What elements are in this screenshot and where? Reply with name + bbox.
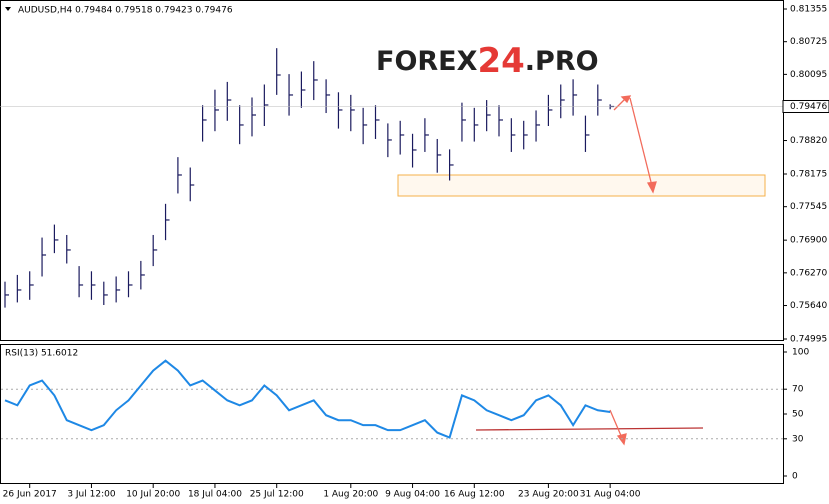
symbol-header: AUDUSD,H4 0.79484 0.79518 0.79423 0.7947…	[18, 6, 233, 16]
plot: 0.81355 0.80725 0.80095 0.78175 0.77545 0.749…	[0, 5, 829, 500]
price-marker	[782, 99, 829, 113]
rsi-arrow	[609, 409, 623, 439]
y-tick-label: 0.76270	[790, 268, 827, 278]
y-tick-label: 0.80095	[790, 70, 827, 80]
y-tick-label: 0.80725	[790, 37, 827, 47]
rsi-tick-label: 0	[792, 472, 798, 482]
rsi-tick-label: 100	[792, 348, 809, 358]
y-tick-label: 0.77545	[790, 202, 827, 212]
watermark-num: 24	[477, 41, 524, 81]
arrow-down	[629, 97, 653, 187]
rsi-tick-label: 30	[792, 434, 804, 444]
watermark-post: .PRO	[525, 46, 599, 77]
x-tick-label: 23 Aug 20:00	[518, 490, 579, 500]
x-tick-label: 16 Aug 12:00	[444, 490, 505, 500]
price-panel	[0, 0, 784, 341]
x-tick-label: 26 Jun 2017	[3, 490, 57, 500]
x-tick-label: 25 Jul 12:00	[250, 490, 304, 500]
x-tick-label: 3 Jul 12:00	[67, 490, 116, 500]
y-tick-label: 0.78175	[790, 170, 827, 180]
rsi-tick-label: 50	[792, 410, 804, 420]
price-label: 0.79476	[790, 102, 827, 112]
x-tick-label: 1 Aug 20:00	[323, 490, 378, 500]
arrow-head	[620, 95, 632, 104]
x-tick-label: 31 Aug 04:00	[580, 490, 641, 500]
header-icon	[5, 7, 11, 11]
support-zone	[397, 174, 766, 197]
watermark-pre: FOREX	[376, 46, 478, 77]
y-tick-label: 0.76900	[790, 236, 827, 246]
rsi-trendline	[475, 427, 704, 431]
x-tick-label: 18 Jul 04:00	[188, 490, 242, 500]
rsi-panel	[0, 344, 784, 484]
rsi-tick-label: 70	[792, 385, 804, 395]
x-tick-label: 9 Aug 04:00	[385, 490, 440, 500]
y-tick-label: 0.75640	[790, 301, 827, 311]
arrow-up	[613, 97, 627, 111]
x-tick-label: 10 Jul 20:00	[126, 490, 180, 500]
rsi-title: RSI(13) 51.6012	[5, 349, 78, 359]
watermark: FOREX24.PRO	[376, 41, 599, 81]
rsi-line	[4, 359, 611, 439]
y-tick-label: 0.81355	[790, 5, 827, 15]
arrow-head	[646, 181, 657, 194]
y-tick-label: 0.74995	[790, 335, 827, 345]
y-tick-label: 0.78820	[790, 136, 827, 146]
